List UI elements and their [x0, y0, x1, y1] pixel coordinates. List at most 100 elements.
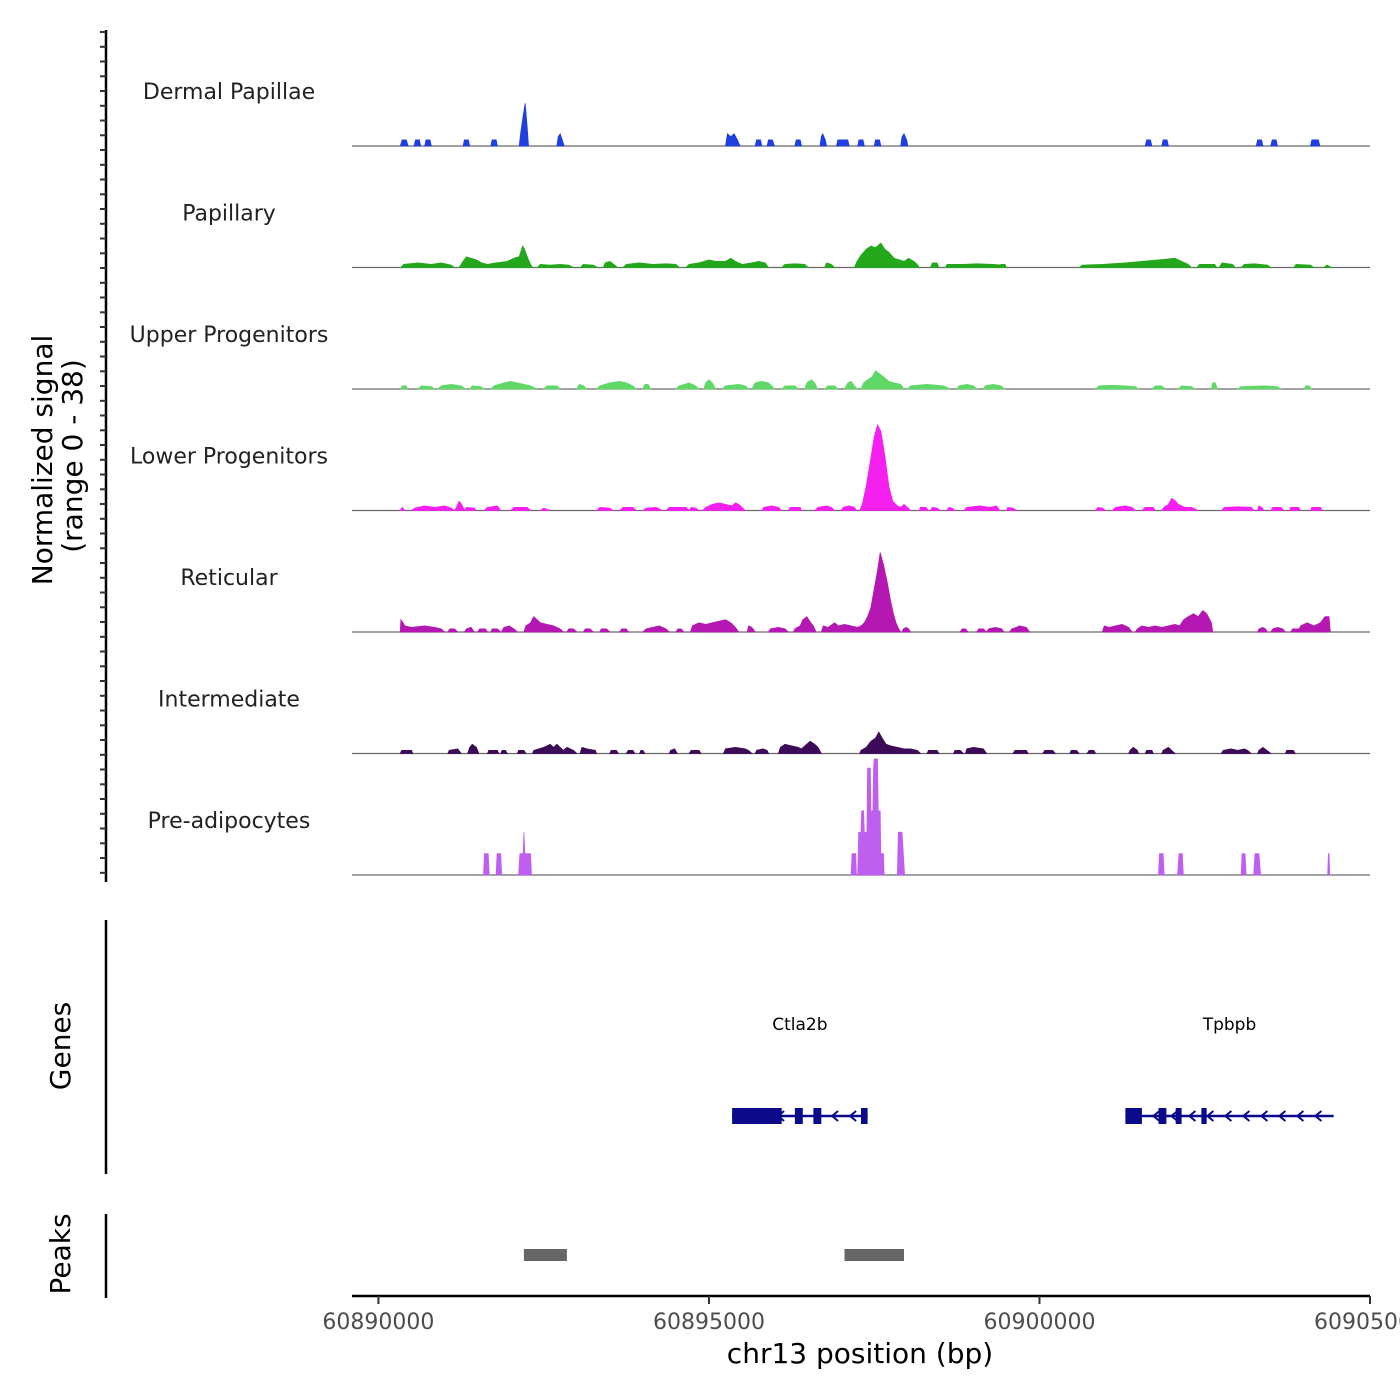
signal-area [400, 262, 456, 268]
gene-exon [813, 1108, 822, 1124]
signal-area [985, 626, 1005, 633]
signal-area [516, 750, 527, 754]
strand-arrow [1151, 1110, 1161, 1122]
signal-area [1177, 385, 1197, 390]
signal-area [1256, 746, 1272, 754]
signal-area [625, 750, 636, 754]
signal-area [1140, 507, 1156, 511]
signal-area [777, 740, 822, 754]
coverage-track: Lower Progenitors [130, 423, 1370, 512]
signal-area [1144, 750, 1154, 754]
signal-area [1270, 507, 1286, 511]
signal-area [1210, 382, 1218, 390]
gene-exon [861, 1108, 868, 1124]
x-axis-label: chr13 position (bp) [727, 1337, 993, 1370]
signal-area [579, 746, 598, 754]
signal-area [599, 628, 611, 633]
signal-area [399, 139, 409, 147]
coverage-track: Intermediate [158, 688, 1370, 755]
signal-area [873, 139, 882, 147]
signal-area [413, 139, 422, 147]
signal-area [1270, 626, 1287, 633]
signal-area [1086, 750, 1097, 754]
signal-area [1161, 746, 1177, 754]
gene-label: Ctla2b [772, 1015, 827, 1035]
signal-area [853, 242, 920, 268]
signal-area [701, 502, 747, 511]
signal-area [820, 552, 902, 633]
signal-area [468, 385, 486, 390]
signal-area [1255, 139, 1264, 147]
signal-area [1220, 506, 1256, 511]
signal-area [804, 379, 819, 390]
signal-area [900, 132, 909, 147]
signal-area [860, 370, 905, 390]
signal-area [1134, 610, 1214, 633]
signal-area [467, 743, 480, 754]
signal-area [944, 263, 1008, 268]
peak-track [523, 1249, 904, 1261]
signal-area [1094, 384, 1140, 390]
strand-arrow [1259, 1110, 1269, 1122]
peaks-ylabel: Peaks [44, 1213, 77, 1294]
signal-area [767, 626, 790, 633]
signal-area [792, 616, 817, 633]
signal-area [929, 262, 940, 268]
signal-area [1289, 616, 1331, 633]
signal-area [1150, 385, 1167, 390]
gene-exon [1158, 1108, 1167, 1124]
signal-area [1012, 750, 1029, 754]
signal-area [766, 139, 775, 147]
coverage-track: Papillary [182, 202, 1370, 269]
signal-area [556, 132, 565, 147]
signal-area [959, 628, 969, 633]
signal-area [1008, 625, 1031, 633]
signal-area [964, 746, 988, 754]
signal-area [675, 628, 685, 633]
signal-area [641, 506, 663, 511]
signal-area [1195, 264, 1218, 268]
signal-area [1253, 853, 1262, 876]
signal-area [582, 628, 595, 633]
signal-area [794, 139, 802, 147]
signal-area [1177, 853, 1184, 876]
signal-area [447, 748, 462, 754]
signal-area [576, 383, 588, 390]
signal-area [952, 750, 965, 754]
signal-area [684, 257, 770, 268]
signal-area [621, 262, 681, 268]
signal-area [1236, 385, 1283, 390]
signal-area [618, 628, 630, 633]
signal-area [1218, 262, 1236, 268]
signal-area [761, 505, 783, 511]
gene-label: Tpbpb [1202, 1015, 1257, 1035]
signal-area [1309, 507, 1324, 511]
signal-area [486, 750, 500, 754]
signal-area [823, 262, 836, 268]
signal-area [536, 263, 574, 268]
signal-area [946, 506, 956, 511]
strand-arrow [1295, 1110, 1305, 1122]
signal-area [751, 380, 776, 390]
gene-exon [1201, 1108, 1207, 1124]
signal-area [399, 506, 406, 511]
left-axes [100, 30, 108, 1298]
signal-area [725, 133, 741, 147]
coverage-ylabel-range: (range 0 - 38) [56, 359, 89, 553]
signal-area [918, 507, 930, 511]
signal-area [495, 853, 503, 876]
signal-area [722, 746, 753, 754]
signal-area [609, 750, 620, 754]
signal-area [509, 507, 532, 511]
signal-area [518, 832, 532, 876]
signal-area [489, 380, 538, 390]
signal-area [1310, 139, 1321, 147]
signal-area [1303, 385, 1312, 390]
signal-area [1284, 750, 1297, 754]
gene: Tpbpb [1125, 1015, 1334, 1124]
signal-area [1094, 506, 1107, 511]
signal-area [462, 139, 471, 147]
signal-area [1327, 853, 1331, 876]
signal-area [1042, 750, 1057, 754]
strand-arrow [1241, 1110, 1251, 1122]
